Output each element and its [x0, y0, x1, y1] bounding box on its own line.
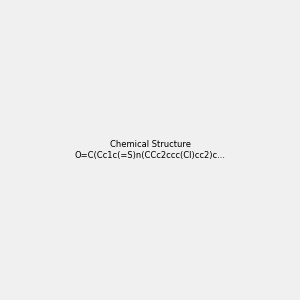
Text: Chemical Structure
O=C(Cc1c(=S)n(CCc2ccc(Cl)cc2)c...: Chemical Structure O=C(Cc1c(=S)n(CCc2ccc… [74, 140, 226, 160]
